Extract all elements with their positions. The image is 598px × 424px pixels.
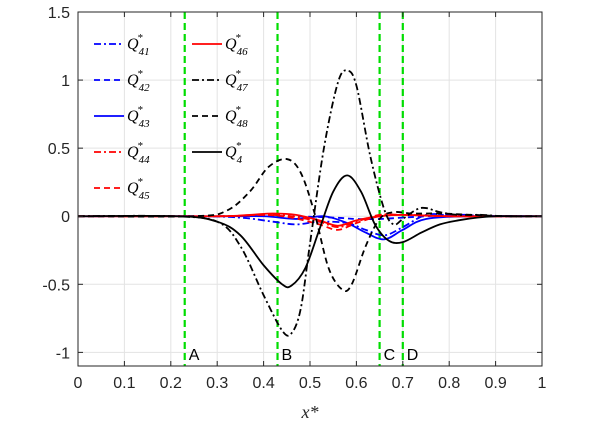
x-tick-label: 0.6 xyxy=(345,375,367,392)
y-tick-label: 0.5 xyxy=(48,141,70,158)
legend-entry-q43: Q43* xyxy=(127,104,150,130)
y-tick-label: 1 xyxy=(61,73,70,90)
legend: Q41* Q42* Q43* Q44* Q45* Q46* Q47* Q48* Q4* xyxy=(94,32,248,202)
region-label-b: B xyxy=(282,347,293,364)
legend-entry-q48: Q48* xyxy=(225,104,248,130)
x-tick-label: 0.9 xyxy=(484,375,506,392)
series-group xyxy=(77,69,543,337)
series-line-q41 xyxy=(77,213,543,237)
x-tick-label: 0.5 xyxy=(299,375,321,392)
x-tick-label: 0.4 xyxy=(252,375,274,392)
y-tick-label: -1 xyxy=(56,345,70,362)
x-tick-label: 1 xyxy=(538,375,547,392)
legend-entry-q44: Q44* xyxy=(127,140,150,166)
legend-entry-q42: Q42* xyxy=(127,68,150,94)
x-tick-label: 0.8 xyxy=(438,375,460,392)
x-tick-label: 0.3 xyxy=(206,375,228,392)
x-tick-label: 0 xyxy=(74,375,83,392)
series-line-q46 xyxy=(77,212,543,227)
legend-entry-q4: Q4* xyxy=(225,140,243,166)
legend-entry-q46: Q46* xyxy=(225,32,248,58)
x-tick-label: 0.1 xyxy=(113,375,135,392)
region-label-a: A xyxy=(189,347,200,364)
series-line-q47 xyxy=(77,69,543,337)
x-tick-label: 0.7 xyxy=(392,375,414,392)
x-tick-label: 0.2 xyxy=(160,375,182,392)
y-tick-label: 1.5 xyxy=(48,5,70,22)
axes: 0 0.1 0.2 0.3 0.4 0.5 0.6 0.7 0.8 0.9 1 -1 -0.5 0 0.5 1… xyxy=(42,5,546,392)
series-line-q48 xyxy=(77,158,543,293)
region-label-c: C xyxy=(384,347,396,364)
legend-entry-q45: Q45* xyxy=(127,176,150,202)
region-label-d: D xyxy=(407,347,419,364)
y-tick-label: -0.5 xyxy=(42,277,70,294)
legend-entry-q47: Q47* xyxy=(225,68,248,94)
y-tick-label: 0 xyxy=(61,209,70,226)
x-axis-label: x* xyxy=(301,402,319,422)
series-line-q4 xyxy=(77,174,542,289)
legend-entry-q41: Q41* xyxy=(127,32,150,58)
